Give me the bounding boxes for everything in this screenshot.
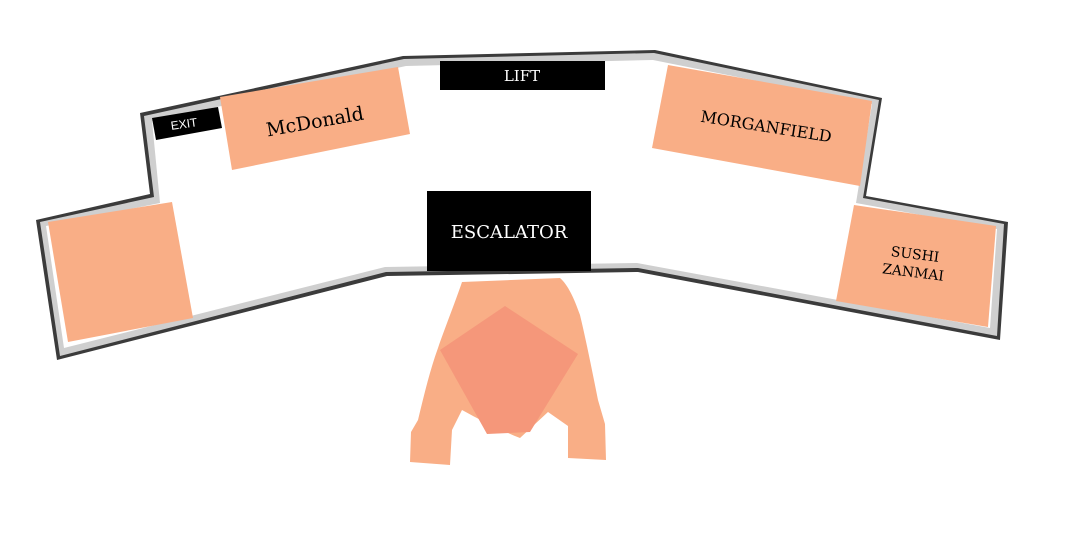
sushi-label-line1: SUSHI	[890, 244, 940, 266]
exit-block[interactable]	[152, 107, 222, 140]
exit-label: EXIT	[170, 115, 199, 133]
shop-sushi-zanmai[interactable]	[836, 205, 996, 327]
escalator-block[interactable]	[427, 191, 591, 271]
escalator-label: ESCALATOR	[451, 222, 568, 243]
person-head	[440, 306, 578, 434]
person-marker	[410, 278, 606, 465]
sushi-label-line2: ZANMAI	[881, 261, 945, 284]
shop-mcdonald[interactable]	[220, 67, 410, 170]
lift-label: LIFT	[504, 67, 540, 85]
shop-morganfield[interactable]	[652, 65, 872, 186]
lift-block[interactable]	[440, 61, 605, 90]
shop-unnamed-left[interactable]	[48, 202, 193, 342]
